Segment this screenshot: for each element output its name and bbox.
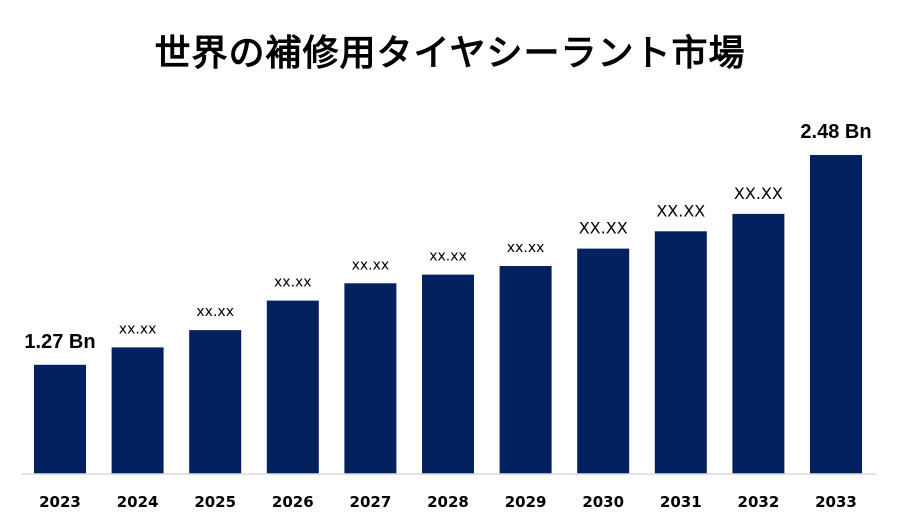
data-label-2028: xx.xx (429, 249, 467, 265)
x-tick-label-2027: 2027 (350, 493, 392, 511)
chart-title: 世界の補修用タイヤシーラント市場 (154, 33, 746, 74)
bar-2023 (34, 364, 86, 474)
data-label-2032: XX.XX (734, 184, 783, 203)
bar-group (34, 155, 862, 474)
bar-2025 (189, 330, 242, 474)
bar-2030 (577, 248, 630, 474)
bar-2029 (499, 266, 552, 474)
data-label-2033: 2.48 Bn (800, 121, 871, 143)
bar-2031 (654, 231, 707, 474)
x-tick-label-2026: 2026 (272, 493, 314, 511)
x-tick-label-2032: 2032 (738, 493, 780, 511)
x-tick-label-2029: 2029 (505, 493, 547, 511)
x-tick-group: 2023 2024 2025 2026 2027 2028 2029 2030 2031 2032… (39, 493, 857, 511)
x-tick-label-2030: 2030 (582, 493, 624, 511)
data-label-2029: xx.xx (507, 240, 545, 256)
data-label-2024: xx.xx (119, 321, 157, 337)
data-label-2025: xx.xx (196, 304, 234, 320)
x-tick-label-2024: 2024 (117, 493, 159, 511)
x-tick-label-2031: 2031 (660, 493, 702, 511)
x-tick-label-2023: 2023 (39, 493, 81, 511)
bar-2033 (810, 155, 862, 474)
data-label-2026: xx.xx (274, 275, 312, 291)
data-label-group: 1.27 Bn xx.xx xx.xx xx.xx xx.xx xx.xx xx.xx XX.… (24, 121, 871, 353)
bar-2032 (732, 213, 785, 474)
x-tick-label-2025: 2025 (194, 493, 236, 511)
bar-2028 (422, 274, 474, 474)
data-label-2023: 1.27 Bn (24, 331, 95, 353)
x-tick-label-2033: 2033 (815, 493, 857, 511)
data-label-2027: xx.xx (352, 257, 390, 273)
data-label-2031: XX.XX (656, 201, 705, 220)
bar-2027 (344, 283, 397, 474)
x-tick-label-2028: 2028 (427, 493, 469, 511)
data-label-2030: XX.XX (579, 219, 628, 238)
bar-2026 (266, 300, 319, 474)
bar-2024 (111, 347, 164, 474)
